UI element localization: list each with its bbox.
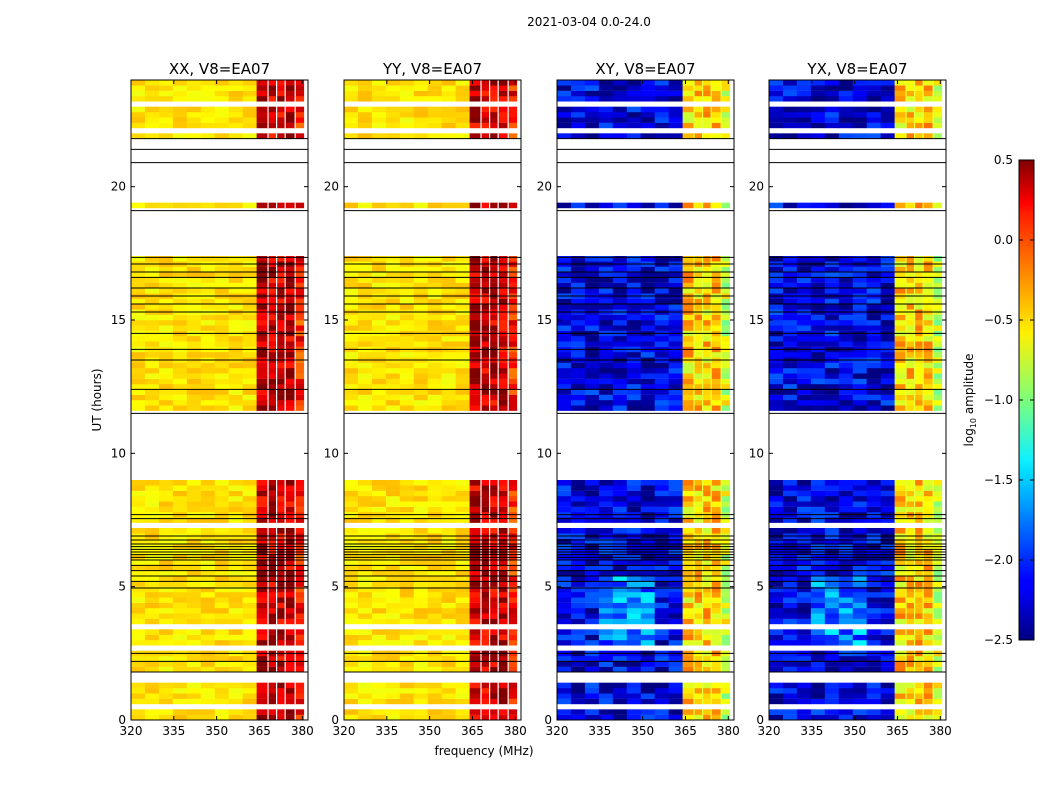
gap-lines	[769, 138, 946, 673]
y-tick-label: 15	[749, 313, 764, 327]
colorbar-label-rest: amplitude	[962, 354, 976, 418]
colorbar-tick-label: −1.5	[984, 473, 1013, 487]
colorbar-tick-label: −0.5	[984, 313, 1013, 327]
panel-title: YY, V8=EA07	[382, 60, 482, 78]
y-tick-label: 15	[324, 313, 339, 327]
y-tick-label: 5	[331, 580, 339, 594]
x-tick-label: 335	[375, 724, 398, 738]
x-tick-label: 350	[843, 724, 866, 738]
panel-3: YX, V8=EA07 320 335 350 365 380 0 5 10 15 20	[749, 60, 952, 738]
panel-frame	[130, 79, 309, 721]
x-tick-label: 350	[418, 724, 441, 738]
gap-lines	[131, 138, 308, 673]
colorbar-label-log: log	[962, 428, 976, 446]
panel-frame	[556, 79, 735, 721]
y-tick-label: 20	[537, 180, 552, 194]
y-tick-label: 5	[544, 580, 552, 594]
y-tick-label: 5	[118, 580, 126, 594]
gap-lines	[344, 138, 521, 673]
colorbar-tick-label: −1.0	[984, 393, 1013, 407]
y-tick-label: 10	[324, 446, 339, 460]
y-tick-label: 10	[111, 446, 126, 460]
panel-1: YY, V8=EA07 320 335 350 365 380 0 5 10 15 20	[324, 60, 527, 738]
panel-2: XY, V8=EA07 320 335 350 365 380 0 5 10 15 20	[537, 60, 740, 738]
x-tick-label: 335	[800, 724, 823, 738]
y-tick-label: 20	[111, 180, 126, 194]
x-tick-label: 320	[120, 724, 143, 738]
y-tick-label: 10	[749, 446, 764, 460]
x-tick-label: 380	[717, 724, 740, 738]
x-tick-label: 335	[162, 724, 185, 738]
x-tick-label: 380	[291, 724, 314, 738]
y-axis-label: UT (hours)	[90, 368, 104, 431]
x-tick-label: 320	[758, 724, 781, 738]
x-tick-label: 320	[333, 724, 356, 738]
panel-0: XX, V8=EA07 320 335 350 365 380 0 5 10 15 20	[111, 60, 314, 738]
colorbar-tick-label: 0.0	[994, 233, 1013, 247]
x-tick-label: 335	[588, 724, 611, 738]
x-axis-label: frequency (MHz)	[434, 744, 533, 758]
x-tick-label: 365	[248, 724, 271, 738]
colorbar-label-sub: 10	[969, 418, 978, 428]
y-tick-label: 0	[544, 713, 552, 727]
panel-title: YX, V8=EA07	[806, 60, 907, 78]
colorbar: −2.5 −2.0 −1.5 −1.0 −0.5 0.0 0.5 log10 amplitu…	[962, 153, 1035, 647]
figure-suptitle: 2021-03-04 0.0-24.0	[527, 15, 651, 29]
y-tick-label: 10	[537, 446, 552, 460]
panel-frame	[768, 79, 947, 721]
y-tick-label: 15	[537, 313, 552, 327]
colorbar-ticks: −2.5 −2.0 −1.5 −1.0 −0.5 0.0 0.5	[984, 153, 1034, 647]
y-tick-label: 20	[749, 180, 764, 194]
x-tick-label: 380	[504, 724, 527, 738]
x-tick-label: 365	[674, 724, 697, 738]
y-tick-label: 15	[111, 313, 126, 327]
gap-lines	[557, 138, 734, 673]
y-tick-label: 0	[756, 713, 764, 727]
colorbar-tick-label: 0.5	[994, 153, 1013, 167]
x-tick-label: 350	[631, 724, 654, 738]
colorbar-tick-label: −2.0	[984, 553, 1013, 567]
x-tick-label: 320	[546, 724, 569, 738]
panel-frame	[343, 79, 522, 721]
colorbar-label: log10 amplitude	[962, 354, 978, 447]
panel-title: XY, V8=EA07	[595, 60, 695, 78]
y-tick-label: 0	[331, 713, 339, 727]
y-tick-label: 0	[118, 713, 126, 727]
y-tick-label: 20	[324, 180, 339, 194]
x-tick-label: 350	[205, 724, 228, 738]
colorbar-tick-label: −2.5	[984, 633, 1013, 647]
x-tick-label: 380	[929, 724, 952, 738]
x-tick-label: 365	[461, 724, 484, 738]
x-tick-label: 365	[886, 724, 909, 738]
y-tick-label: 5	[756, 580, 764, 594]
panel-title: XX, V8=EA07	[169, 60, 270, 78]
